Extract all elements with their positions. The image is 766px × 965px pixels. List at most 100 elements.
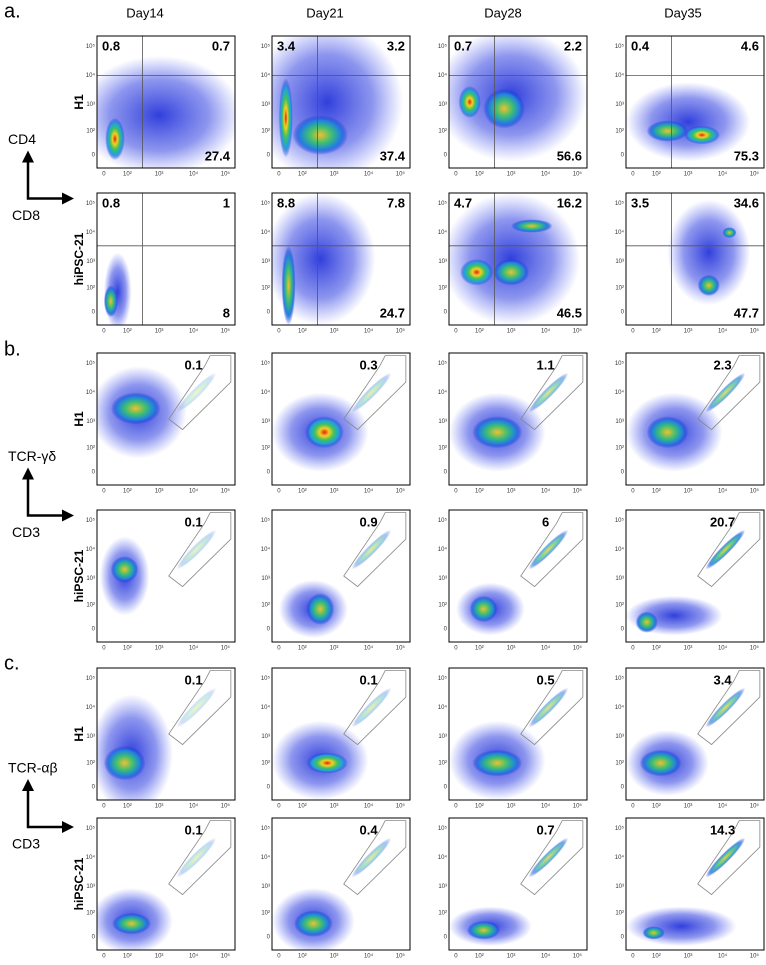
gate-value: 0.4 (360, 823, 379, 838)
x-tick-label: 10³ (155, 172, 164, 178)
y-tick-label: 10² (615, 286, 624, 292)
y-tick-label: 0 (621, 469, 625, 475)
y-tick-label: 0 (267, 469, 271, 475)
y-tick-label: 10³ (261, 419, 270, 425)
x-tick-label: 10⁵ (573, 803, 583, 810)
gate (343, 820, 407, 896)
gate (168, 355, 232, 431)
axis-arrow (26, 787, 66, 829)
row-label: hiPSC-21 (72, 857, 86, 910)
gate (697, 670, 761, 746)
x-tick-label: 0 (454, 954, 458, 960)
gate (168, 820, 232, 896)
x-tick-label: 10³ (684, 954, 693, 960)
plot-frame (625, 667, 765, 801)
y-tick-label: 10⁵ (438, 360, 448, 367)
x-tick-label: 0 (277, 954, 281, 960)
y-tick-label: 0 (444, 469, 448, 475)
density (449, 372, 569, 472)
density (626, 372, 746, 472)
population (646, 120, 689, 142)
flow-plot: 0.9 0 0 10² 10² 10³ 10³ 10⁴ 10⁴ 10⁵ 10⁵ (261, 509, 411, 652)
y-tick-label: 10⁴ (261, 389, 271, 396)
diagonal-population (705, 687, 746, 728)
y-tick-label: 10³ (438, 102, 447, 108)
y-tick-label: 10⁵ (86, 360, 96, 367)
x-tick-label: 10² (123, 172, 132, 178)
density (626, 529, 746, 636)
y-tick-label: 10³ (615, 102, 624, 108)
y-tick-label: 10³ (615, 419, 624, 425)
y-tick-label: 10⁴ (615, 854, 625, 861)
flow-plot: 0.1 0 0 10² 10² 10³ 10³ 10⁴ 10⁴ 10⁵ 10⁵ (86, 817, 236, 960)
y-tick-label: 10² (438, 603, 447, 609)
gate-value: 14.3 (710, 823, 735, 838)
population (667, 199, 751, 306)
x-tick-label: 10⁴ (718, 171, 728, 178)
x-tick-label: 10³ (684, 489, 693, 495)
flow-plot: 3.4 3.2 37.4 0 0 10² 10² 10³ 10³ 10⁴ 10⁴ 10⁵ 10⁵ (261, 35, 411, 178)
x-tick-label: 10⁴ (364, 803, 374, 810)
population (110, 392, 161, 425)
y-tick-label: 10² (86, 761, 95, 767)
y-tick-label: 10² (261, 129, 270, 135)
population (292, 115, 348, 155)
gate-value: 0.1 (185, 823, 203, 838)
gate (697, 820, 761, 896)
diagonal-population (176, 372, 217, 413)
population (105, 117, 125, 161)
y-tick-label: 10³ (86, 419, 95, 425)
quadrant-value: 56.6 (557, 148, 582, 163)
population (511, 219, 553, 233)
x-tick-label: 10⁴ (718, 803, 728, 810)
y-tick-label: 10⁴ (86, 704, 96, 711)
column-header: Day21 (306, 5, 344, 20)
x-tick-label: 10⁴ (541, 328, 551, 335)
flow-plot: 3.4 0 0 10² 10² 10³ 10³ 10⁴ 10⁴ 10⁵ 10⁵ (615, 667, 765, 810)
plot-frame (625, 35, 765, 169)
population (626, 906, 737, 947)
x-tick-label: 10³ (155, 646, 164, 652)
y-tick-label: 10⁴ (438, 704, 448, 711)
x-marker: CD3 (12, 836, 40, 852)
flow-plot: 0.4 0 0 10² 10² 10³ 10³ 10⁴ 10⁴ 10⁵ 10⁵ (261, 817, 411, 960)
y-tick-label: 10³ (438, 419, 447, 425)
population (97, 55, 235, 168)
x-tick-label: 0 (631, 329, 635, 335)
x-tick-label: 10⁴ (189, 328, 199, 335)
row-label: H1 (72, 411, 86, 427)
density (626, 687, 746, 797)
y-tick-label: 10⁵ (86, 675, 96, 682)
panel-label: a. (4, 0, 21, 22)
y-tick-label: 10⁵ (261, 360, 271, 367)
arrow-head (62, 192, 74, 205)
x-tick-label: 10² (475, 489, 484, 495)
x-tick-label: 0 (102, 646, 106, 652)
x-tick-label: 10⁴ (718, 953, 728, 960)
x-tick-label: 10² (475, 646, 484, 652)
y-tick-label: 10⁵ (261, 200, 271, 207)
gate-value: 0.5 (537, 673, 555, 688)
population (469, 595, 498, 623)
x-tick-label: 10³ (155, 804, 164, 810)
x-tick-label: 10⁵ (750, 488, 760, 495)
x-tick-label: 10² (652, 646, 661, 652)
x-tick-label: 10² (652, 954, 661, 960)
x-tick-label: 10⁴ (718, 488, 728, 495)
quadrant-value: 8 (223, 305, 230, 320)
x-tick-label: 10³ (155, 329, 164, 335)
gate-value: 20.7 (710, 515, 735, 530)
y-tick-label: 10⁴ (261, 854, 271, 861)
y-tick-label: 10² (86, 286, 95, 292)
arrow-head (62, 821, 74, 833)
x-tick-label: 10³ (684, 804, 693, 810)
population (635, 611, 658, 633)
flow-plot: 0.5 0 0 10² 10² 10³ 10³ 10⁴ 10⁴ 10⁵ 10⁵ (438, 667, 588, 810)
x-tick-label: 10³ (507, 646, 516, 652)
x-marker: CD3 (12, 524, 40, 540)
quadrant-value: 75.3 (734, 148, 759, 163)
density (455, 529, 569, 636)
x-tick-label: 0 (454, 646, 458, 652)
flow-plot: 6 0 0 10² 10² 10³ 10³ 10⁴ 10⁴ 10⁵ 10⁵ (438, 509, 588, 652)
x-tick-label: 10⁵ (750, 171, 760, 178)
